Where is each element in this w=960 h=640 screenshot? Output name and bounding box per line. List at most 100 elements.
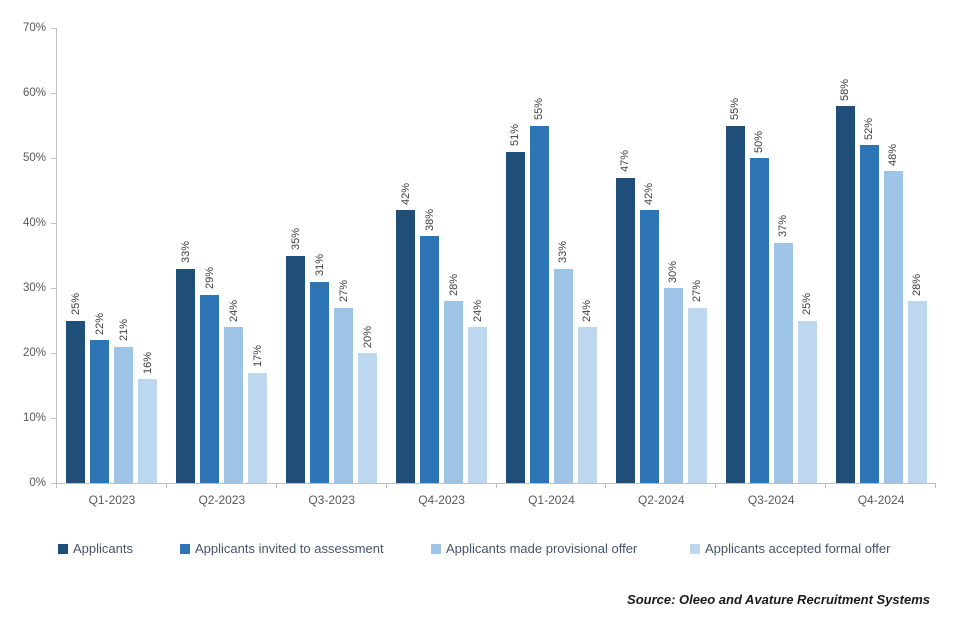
bar-data-label: 28% [447,273,460,296]
bar-group: 55% 50% 37% 25% [716,28,826,483]
x-axis-category-label: Q3-2024 [747,493,795,507]
y-axis-tick-label: 60% [22,87,46,99]
bar-data-label: 25% [69,293,82,316]
bar-data-label: 31% [313,254,326,277]
bar-data-label: 48% [887,143,900,166]
bar: 24% [577,300,597,483]
legend-item: Applicants invited to assessment [180,541,384,557]
bar-data-label: 55% [533,98,546,121]
y-axis-tick-label: 40% [22,217,46,229]
bar-group: 58% 52% 48% 28% [826,28,936,483]
legend-label: Applicants invited to assessment [195,541,384,556]
bar-group: 42% 38% 28% 24% [387,28,497,483]
legend-swatch [58,544,68,554]
legend-item: Applicants made provisional offer [431,541,637,557]
x-tick [276,483,277,488]
bar: 42% [639,183,659,483]
bar: 51% [505,124,525,483]
bar-group: 33% 29% 24% 17% [167,28,277,483]
bar: 25% [66,293,86,483]
bar: 17% [248,345,268,483]
bar-data-label: 42% [399,182,412,205]
bar-data-label: 29% [203,267,216,290]
bar-data-label: 30% [667,260,680,283]
bar-data-label: 58% [839,78,852,101]
y-axis-tick-label: 30% [22,282,46,294]
x-axis-category-label: Q4-2023 [418,493,465,507]
y-axis-tick-label: 70% [22,22,46,34]
bar-data-label: 28% [911,273,924,296]
bar-data-label: 24% [581,299,594,322]
bar: 24% [224,300,244,483]
bar-data-label: 42% [643,182,656,205]
legend-label: Applicants made provisional offer [446,541,638,556]
y-tick [51,223,57,224]
bar-data-label: 20% [361,325,374,348]
bar-data-label: 33% [557,241,570,264]
x-tick [825,483,826,488]
x-axis-category-label: Q3-2023 [308,493,356,507]
bar: 42% [396,183,416,483]
x-axis-category-label: Q1-2024 [528,493,575,507]
x-tick [56,483,57,488]
y-tick [51,353,57,354]
bar-data-label: 47% [619,150,632,173]
bar: 21% [114,319,134,483]
legend-swatch [690,544,700,554]
bar-data-label: 50% [753,130,766,153]
bar: 27% [687,280,707,483]
bar: 20% [358,326,378,483]
x-tick [386,483,387,488]
bar: 24% [468,300,488,483]
bar: 55% [725,98,745,483]
bar-data-label: 16% [141,351,154,374]
x-axis-category-label: Q1-2023 [88,493,136,507]
bar: 47% [615,150,635,483]
bar-data-label: 21% [117,319,130,342]
bar-data-label: 27% [337,280,350,303]
bar: 55% [529,98,549,483]
bar: 48% [883,144,903,483]
x-tick [496,483,497,488]
bar-group: 51% 55% 33% 24% [497,28,607,483]
legend-swatch [180,544,190,554]
x-tick [715,483,716,488]
y-axis-tick-label: 0% [29,477,46,489]
source-note: Source: Oleeo and Avature Recruitment Sy… [627,592,930,607]
bar: 37% [773,215,793,483]
bar: 29% [200,267,220,483]
x-axis-category-label: Q2-2024 [637,493,685,507]
legend-label: Applicants [73,541,133,556]
legend-item: Applicants [58,541,133,557]
x-axis-category-label: Q4-2024 [857,493,905,507]
bar-data-label: 25% [801,293,814,316]
bar: 30% [663,261,683,483]
y-axis-tick-label: 10% [22,412,46,424]
y-tick [51,483,57,484]
bar: 35% [286,228,306,483]
bar: 33% [176,241,196,483]
legend-item: Applicants accepted formal offer [690,541,890,557]
bar: 22% [90,313,110,483]
bar-data-label: 24% [227,299,240,322]
bar: 52% [859,118,879,483]
y-axis-line [56,28,57,483]
bar-group: 25% 22% 21% 16% [57,28,167,483]
bar-data-label: 55% [729,98,742,121]
bar-data-label: 35% [289,228,302,251]
y-tick [51,418,57,419]
bar-data-label: 33% [179,241,192,264]
bar: 33% [553,241,573,483]
x-tick [166,483,167,488]
bar-group: 47% 42% 30% 27% [606,28,716,483]
y-tick [51,288,57,289]
bar: 31% [310,254,330,483]
bar: 27% [334,280,354,483]
bar-data-label: 38% [423,208,436,231]
bar-data-label: 51% [509,124,522,147]
bar-data-label: 37% [777,215,790,238]
bar: 50% [749,131,769,483]
x-tick [605,483,606,488]
bar: 28% [907,274,927,483]
